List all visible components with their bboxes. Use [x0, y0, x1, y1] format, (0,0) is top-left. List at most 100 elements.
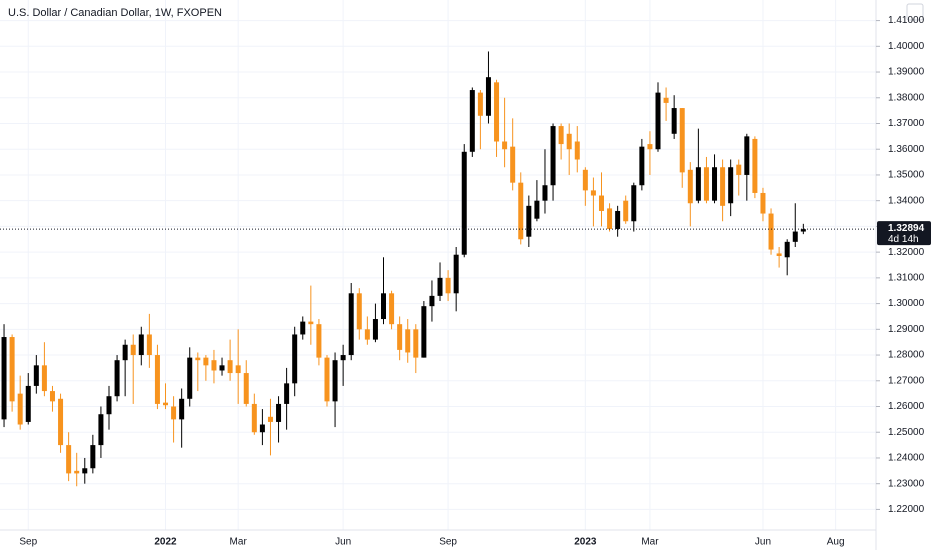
- x-tick-label: Jun: [335, 537, 351, 548]
- candle-body: [607, 208, 613, 229]
- candle-body: [211, 360, 217, 371]
- candle-body: [66, 445, 72, 474]
- candle-body: [179, 398, 185, 420]
- candle-body: [33, 365, 39, 386]
- y-tick-label: 1.25000: [888, 427, 925, 438]
- x-tick-label: Sep: [439, 537, 457, 548]
- candle-body: [17, 393, 23, 425]
- x-tick-label: 2022: [154, 537, 177, 548]
- candle-body: [74, 470, 80, 474]
- candle-body: [405, 329, 411, 353]
- candle-body: [235, 365, 241, 374]
- chart-title: U.S. Dollar / Canadian Dollar, 1W, FXOPE…: [8, 7, 222, 19]
- candle-body: [542, 185, 548, 201]
- candle-body: [558, 126, 564, 145]
- candle-body: [477, 92, 483, 116]
- y-tick-label: 1.35000: [888, 170, 925, 181]
- y-tick-label: 1.29000: [888, 324, 925, 335]
- candle-body: [227, 360, 233, 374]
- candle-body: [340, 355, 346, 361]
- y-tick-label: 1.30000: [888, 298, 925, 309]
- candle-body: [728, 167, 734, 204]
- candle-body: [647, 144, 653, 150]
- candle-body: [267, 416, 273, 422]
- countdown-label: 4d 14h: [888, 234, 919, 245]
- candle-body: [106, 396, 112, 415]
- candle-body: [663, 97, 669, 103]
- candle-body: [494, 82, 500, 142]
- candle-body: [752, 138, 758, 193]
- y-tick-label: 1.28000: [888, 350, 925, 361]
- candle-body: [49, 391, 55, 402]
- y-tick-label: 1.39000: [888, 67, 925, 78]
- y-tick-label: 1.23000: [888, 478, 925, 489]
- candle-body: [243, 373, 249, 404]
- candle-body: [276, 403, 282, 422]
- candle-body: [437, 277, 443, 296]
- candle-body: [203, 357, 209, 366]
- candle-body: [768, 213, 774, 250]
- x-tick-label: Aug: [827, 537, 845, 548]
- candle-body: [792, 231, 798, 242]
- candle-body: [356, 293, 362, 330]
- candle-body: [712, 167, 718, 201]
- candle-body: [251, 403, 257, 433]
- candle-body: [154, 355, 160, 404]
- candle-body: [671, 108, 677, 134]
- candle-body: [485, 77, 491, 116]
- candles: [0, 51, 876, 487]
- y-tick-label: 1.27000: [888, 375, 925, 386]
- candle-body: [744, 136, 750, 175]
- candle-body: [90, 445, 96, 469]
- candle-body: [800, 229, 806, 232]
- candle-body: [534, 200, 540, 219]
- candle-body: [631, 185, 637, 222]
- y-tick-label: 1.31000: [888, 273, 925, 284]
- candle-body: [582, 169, 588, 191]
- candle-body: [171, 406, 177, 420]
- candle-body: [590, 190, 596, 196]
- candle-body: [445, 277, 451, 294]
- y-tick-label: 1.38000: [888, 92, 925, 103]
- y-tick-label: 1.36000: [888, 144, 925, 155]
- candle-body: [736, 164, 742, 175]
- candle-body: [372, 319, 378, 340]
- candle-body: [98, 414, 104, 446]
- candle-body: [615, 210, 621, 229]
- y-tick-label: 1.32000: [888, 247, 925, 258]
- candle-body: [130, 344, 136, 356]
- y-tick-label: 1.24000: [888, 453, 925, 464]
- axes: 1.22000 1.23000 1.24000 1.25000 1.26000 1.270…: [19, 15, 931, 548]
- candle-body: [760, 192, 766, 214]
- y-tick-label: 1.34000: [888, 195, 925, 206]
- candle-body: [695, 167, 701, 201]
- candle-body: [397, 324, 403, 350]
- candle-body: [429, 295, 435, 307]
- candle-body: [469, 90, 475, 152]
- candle-body: [380, 293, 387, 320]
- candle-body: [526, 205, 532, 237]
- candle-body: [421, 306, 427, 358]
- candle-body: [1, 337, 7, 420]
- candle-body: [655, 92, 661, 150]
- candle-body: [25, 385, 31, 422]
- y-tick-label: 1.41000: [888, 15, 925, 26]
- candle-body: [639, 146, 645, 186]
- x-tick-label: 2023: [574, 537, 597, 548]
- x-tick-label: Sep: [19, 537, 37, 548]
- candle-body: [413, 329, 419, 358]
- settings-button[interactable]: [906, 3, 924, 21]
- candle-body: [9, 337, 15, 402]
- candle-body: [332, 360, 338, 402]
- candle-body: [146, 334, 152, 356]
- candle-body: [598, 195, 604, 211]
- candle-body: [114, 360, 120, 397]
- candle-body: [284, 383, 290, 404]
- candle-body: [389, 293, 395, 325]
- candle-body: [187, 357, 193, 399]
- candle-body: [41, 365, 47, 392]
- candle-body: [122, 344, 128, 361]
- last-price-label: 1.32894: [888, 223, 925, 234]
- candle-body: [687, 169, 693, 204]
